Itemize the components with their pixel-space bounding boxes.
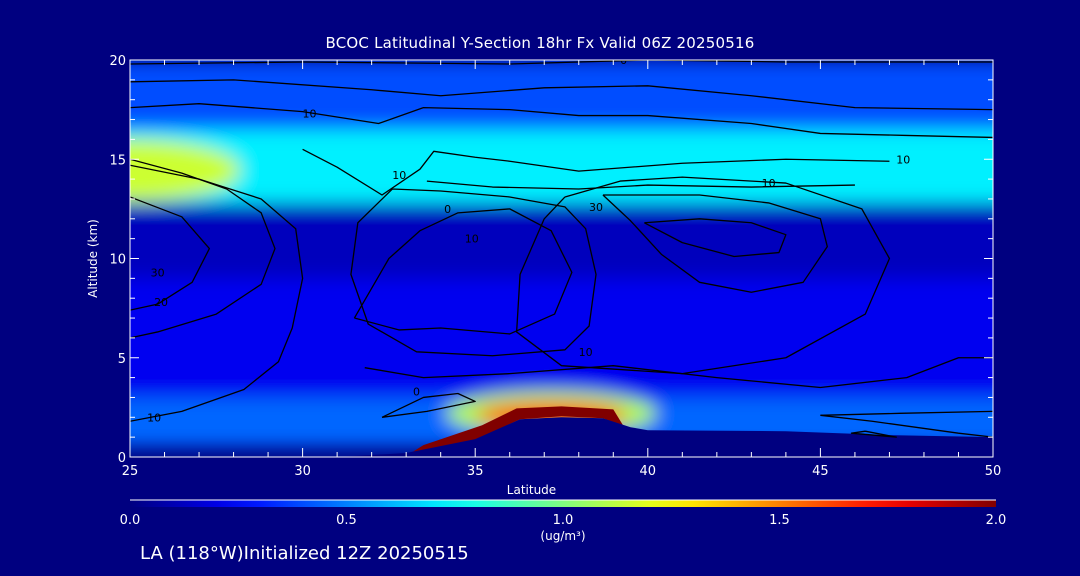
x-tick-label: 50 — [985, 464, 1002, 479]
contour-label: 10 — [762, 177, 776, 190]
contour-line — [130, 164, 304, 422]
contour-line — [820, 414, 993, 438]
x-tick-label: 45 — [812, 464, 829, 479]
contour-line — [515, 176, 891, 375]
surface-plume-core — [406, 406, 624, 457]
colorbar-tick-label: 0.5 — [336, 513, 357, 528]
x-tick-label: 35 — [467, 464, 484, 479]
colorbar — [130, 500, 996, 507]
contour-line — [602, 194, 828, 293]
colorbar-tick-label: 1.0 — [553, 513, 574, 528]
colorbar-tick-label: 1.5 — [769, 513, 790, 528]
initialization-label: LA (118°W)Initialized 12Z 20250515 — [140, 543, 469, 564]
contour-line — [130, 196, 211, 311]
band-stratospheric-background — [130, 60, 993, 130]
contour-line — [820, 410, 993, 416]
contour-label: 20 — [154, 296, 168, 309]
contour-line — [426, 180, 855, 190]
band-peak-tropopause-layer — [130, 139, 240, 201]
contour-label: 10 — [392, 169, 406, 182]
x-tick-label: 40 — [640, 464, 657, 479]
x-tick-label: 25 — [122, 464, 139, 479]
contour-label: 30 — [151, 266, 165, 279]
contour-label: 10 — [465, 233, 479, 246]
y-tick-label: 5 — [118, 352, 126, 367]
contour-label: 0 — [413, 385, 420, 398]
x-axis-label: Latitude — [507, 483, 556, 497]
contour-line — [381, 392, 476, 418]
contour-line — [850, 430, 897, 438]
y-tick-label: 0 — [118, 451, 126, 466]
contour-line — [364, 357, 993, 389]
contour-label: 10 — [579, 346, 593, 359]
terrain-mask — [130, 417, 993, 457]
colorbar-tick-label: 0.0 — [120, 513, 141, 528]
y-tick-label: 10 — [109, 253, 126, 268]
contour-line — [302, 148, 890, 196]
contour-line — [644, 218, 787, 258]
band-upper-troposphere — [130, 202, 993, 279]
contour-line — [130, 79, 993, 111]
contour-label: 10 — [303, 108, 317, 121]
contour-line — [130, 103, 993, 139]
contour-label: 30 — [589, 201, 603, 214]
contour-label: 10 — [147, 411, 161, 424]
contour-label: 0 — [444, 203, 451, 216]
contour-line — [353, 208, 573, 335]
y-tick-label: 20 — [109, 54, 126, 69]
y-tick-label: 15 — [109, 153, 126, 168]
colorbar-unit-label: (ug/m³) — [540, 529, 585, 543]
concentration-field — [130, 60, 993, 457]
chart-title: BCOC Latitudinal Y-Section 18hr Fx Valid… — [325, 34, 755, 52]
y-axis-label: Altitude (km) — [86, 219, 100, 298]
colorbar-tick-label: 2.0 — [986, 513, 1007, 528]
x-tick-label: 30 — [294, 464, 311, 479]
contour-line — [350, 188, 597, 357]
band-tropopause-layer — [130, 129, 993, 203]
contour-label: 0 — [620, 54, 627, 67]
contour-label: 10 — [896, 153, 910, 166]
